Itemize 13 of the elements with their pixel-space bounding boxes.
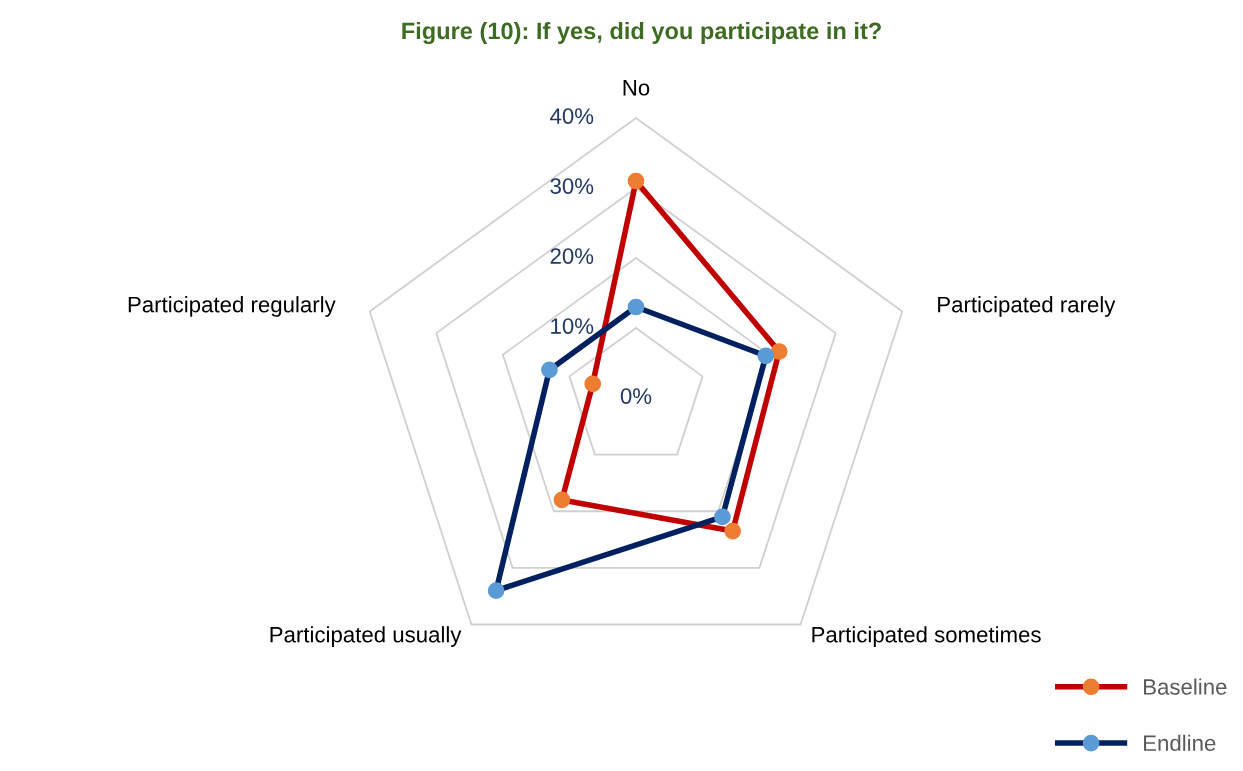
legend-label: Endline	[1144, 734, 1216, 752]
y-tick-label: 10%	[551, 318, 594, 334]
y-tick-label: 20%	[550, 248, 594, 264]
spoke-label: No	[623, 80, 650, 96]
legend-label: Baseline	[1144, 678, 1227, 695]
spoke-label: Participated usually	[270, 626, 462, 647]
spoke-label: Participated sometimes	[812, 626, 1041, 647]
chart-title: Figure (10): If yes, did you participate in it?	[402, 21, 881, 45]
y-tick-label: 30%	[550, 178, 594, 194]
y-tick-label: 40%	[550, 108, 594, 124]
spoke-label: Participated regularly	[128, 296, 336, 317]
spoke-label: Participated rarely	[938, 296, 1116, 317]
y-tick-label: 0%	[620, 388, 652, 404]
